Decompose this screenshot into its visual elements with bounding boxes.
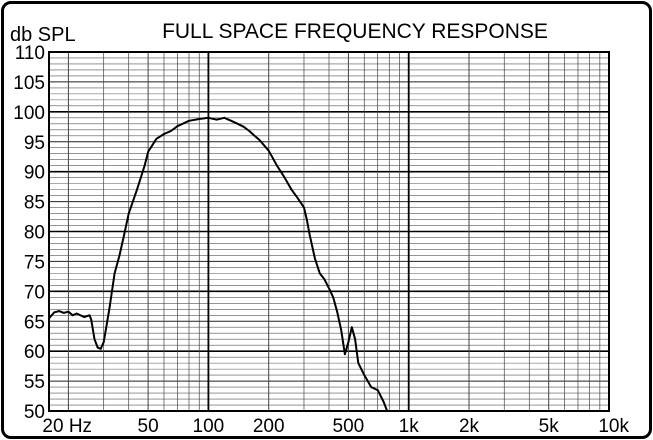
x-tick-label: 1k [399, 416, 420, 437]
y-tick-label: 80 [24, 223, 45, 244]
y-tick-label: 70 [24, 282, 45, 303]
plot-area-border [48, 51, 610, 412]
y-tick-label: 100 [13, 103, 45, 124]
x-tick-label: 20 Hz [42, 416, 92, 437]
y-tick-label: 60 [24, 342, 45, 363]
y-tick-label: 75 [24, 252, 45, 273]
y-tick-labels: 110 105 100 95 90 85 80 75 70 65 60 55 50 [13, 43, 45, 423]
y-tick-label: 95 [24, 133, 45, 154]
series-group [48, 116, 389, 412]
y-axis-label: db SPL [10, 24, 76, 46]
x-tick-label: 200 [253, 416, 285, 437]
x-tick-label: 2k [459, 416, 480, 437]
y-tick-label: 105 [13, 73, 45, 94]
x-tick-label: 10k [598, 416, 629, 437]
x-tick-label: 50 [138, 416, 159, 437]
y-tick-label: 50 [24, 402, 45, 423]
x-tick-label: 500 [333, 416, 365, 437]
y-tick-label: 65 [24, 312, 45, 333]
x-tick-label: 100 [193, 416, 225, 437]
y-tick-label: 90 [24, 163, 45, 184]
x-tick-label: 5k [539, 416, 560, 437]
plot-grid [49, 51, 610, 412]
y-tick-label: 85 [24, 193, 45, 214]
x-tick-labels: 20 Hz 50 100 200 500 1k 2k 5k 10k [42, 416, 629, 437]
y-tick-label: 110 [15, 43, 45, 64]
series-line [48, 116, 389, 412]
chart-title: FULL SPACE FREQUENCY RESPONSE [162, 20, 548, 43]
y-tick-label: 55 [24, 372, 45, 393]
